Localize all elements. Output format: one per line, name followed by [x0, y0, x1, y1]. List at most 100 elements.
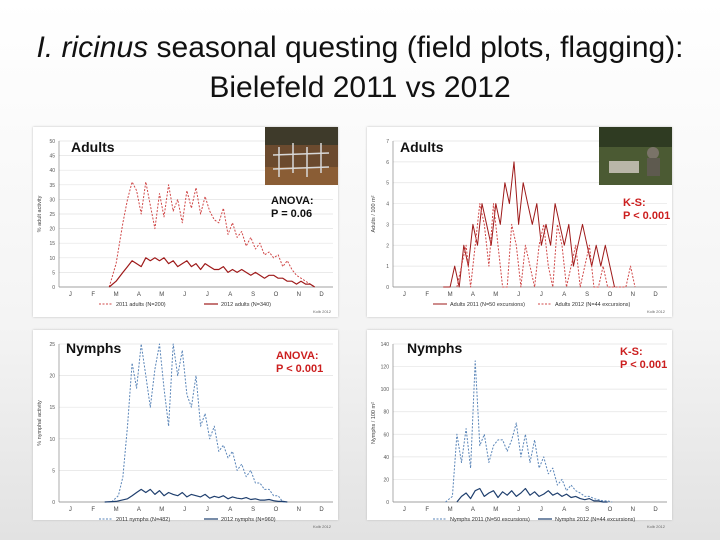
legend-label: 2012 adults (N=340): [221, 302, 271, 308]
y-tick-label: 100: [381, 387, 390, 393]
x-tick-label: S: [251, 507, 255, 513]
series-line: [108, 181, 315, 288]
x-tick-label: O: [274, 507, 279, 513]
x-tick-label: N: [297, 292, 301, 298]
stat-box-adults-plots: ANOVA: P = 0.06: [271, 195, 314, 221]
y-tick-label: 15: [49, 405, 55, 411]
stat-box-nymphs-flagging: K-S: P < 0.001: [620, 346, 667, 372]
slide-title: I. ricinus seasonal questing (field plot…: [0, 28, 720, 108]
chart-label-adults-plots: Adults: [71, 139, 115, 155]
y-axis-label: % nymphal activity: [37, 400, 43, 446]
stat-box-adults-flagging: K-S: P < 0.001: [623, 197, 670, 223]
chart-label-nymphs-flagging: Nymphs: [407, 340, 463, 356]
plot-area: 0 1 2 3 4 5 6 7 J F M A M J J A S O N D Adults / 100 m² Adult…: [371, 139, 667, 314]
x-tick-label: J: [206, 292, 209, 298]
stat-p-nymphs-flagging: P < 0.001: [620, 359, 668, 371]
x-tick-label: J: [540, 292, 543, 298]
y-tick-label: 2: [386, 243, 389, 249]
y-tick-label: 45: [49, 154, 55, 160]
x-tick-label: S: [585, 292, 589, 298]
y-axis-label: Nymphs / 100 m²: [371, 402, 377, 444]
x-tick-label: J: [403, 507, 406, 513]
y-tick-label: 20: [383, 477, 389, 483]
x-tick-label: A: [471, 507, 475, 513]
y-tick-label: 1: [386, 264, 389, 270]
x-tick-label: J: [69, 507, 72, 513]
field-plot-image: [265, 127, 338, 185]
series-line: [104, 343, 288, 503]
y-tick-label: 10: [49, 437, 55, 443]
x-tick-label: M: [493, 292, 498, 298]
x-tick-label: J: [183, 507, 186, 513]
y-tick-label: 0: [386, 500, 389, 506]
stat-p-adults-plots: P = 0.06: [271, 208, 313, 220]
y-tick-label: 140: [381, 342, 390, 348]
x-tick-label: M: [114, 292, 119, 298]
x-tick-label: N: [297, 507, 301, 513]
flagging-photo: [599, 127, 672, 185]
series-line: [456, 487, 608, 503]
y-tick-label: 40: [383, 455, 389, 461]
stat-p-nymphs-plots: P < 0.001: [276, 363, 324, 375]
plot-area: 0 5 10 15 20 25 J F M A M J J A S O N D % nymphal activity…: [37, 342, 333, 529]
x-tick-label: O: [608, 507, 613, 513]
x-tick-label: F: [91, 507, 95, 513]
y-tick-label: 25: [49, 212, 55, 218]
stat-test-nymphs-plots: ANOVA:: [276, 350, 319, 362]
x-tick-label: D: [319, 292, 324, 298]
field-plot-photo: [265, 127, 338, 185]
chart-label-nymphs-plots: Nymphs: [66, 340, 122, 356]
x-tick-label: O: [608, 292, 613, 298]
x-tick-label: J: [403, 292, 406, 298]
x-tick-label: M: [114, 507, 119, 513]
y-tick-label: 3: [386, 222, 389, 228]
stat-p-adults-flagging: P < 0.001: [623, 210, 671, 222]
y-tick-label: 80: [383, 410, 389, 416]
y-tick-label: 35: [49, 183, 55, 189]
x-tick-label: J: [206, 507, 209, 513]
y-tick-label: 7: [386, 139, 389, 145]
y-tick-label: 120: [381, 365, 390, 371]
x-tick-label: O: [274, 292, 279, 298]
y-axis-label: Adults / 100 m²: [371, 195, 377, 232]
legend-label: Nymphs 2011 (N=50 excursions): [450, 517, 530, 523]
x-tick-label: S: [585, 507, 589, 513]
x-tick-label: D: [653, 507, 658, 513]
x-tick-label: N: [631, 507, 635, 513]
legend-label: 2011 nymphs (N=482): [116, 517, 170, 523]
x-tick-label: J: [517, 292, 520, 298]
x-tick-label: D: [653, 292, 658, 298]
y-tick-label: 6: [386, 160, 389, 166]
x-tick-label: J: [183, 292, 186, 298]
y-tick-label: 50: [49, 139, 55, 145]
plot-area: 0 20 40 60 80 100 120 140 J F M A M J J A S O N D Nymphs / 1…: [371, 342, 667, 529]
legend-label: Nymphs 2012 (N=44 excursions): [555, 517, 635, 523]
y-tick-label: 60: [383, 432, 389, 438]
chart-label-adults-flagging: Adults: [400, 139, 444, 155]
title-line2: Bielefeld 2011 vs 2012: [209, 71, 511, 104]
x-tick-label: N: [631, 292, 635, 298]
title-rest: seasonal questing (field plots, flagging…: [148, 31, 684, 64]
x-tick-label: M: [448, 292, 453, 298]
x-tick-label: M: [159, 292, 164, 298]
chart-nymphs-flagging: 0 20 40 60 80 100 120 140 J F M A M J J A S O N D Nymphs / 1…: [367, 330, 672, 529]
credit-label: Kolb 2012: [313, 524, 332, 529]
x-tick-label: J: [69, 292, 72, 298]
x-tick-label: F: [91, 292, 95, 298]
title-species: I. ricinus: [36, 31, 149, 64]
stat-test-adults-flagging: K-S:: [623, 197, 646, 209]
series-line: [445, 360, 613, 503]
chart-svg-adults-plots: 0 5 10 15 20 25 30 35 40 45 50 J F M A M J J A S O N D % adult …: [37, 139, 333, 314]
y-tick-label: 4: [386, 202, 389, 208]
x-tick-label: A: [228, 292, 232, 298]
x-tick-label: A: [137, 507, 141, 513]
y-tick-label: 0: [52, 500, 55, 506]
series-line: [108, 257, 316, 288]
flagging-image: [599, 127, 672, 185]
y-tick-label: 40: [49, 168, 55, 174]
y-tick-label: 5: [52, 270, 55, 276]
x-tick-label: F: [425, 292, 429, 298]
legend-label: 2011 adults (N=200): [116, 302, 166, 308]
y-tick-label: 20: [49, 374, 55, 380]
x-tick-label: M: [448, 507, 453, 513]
